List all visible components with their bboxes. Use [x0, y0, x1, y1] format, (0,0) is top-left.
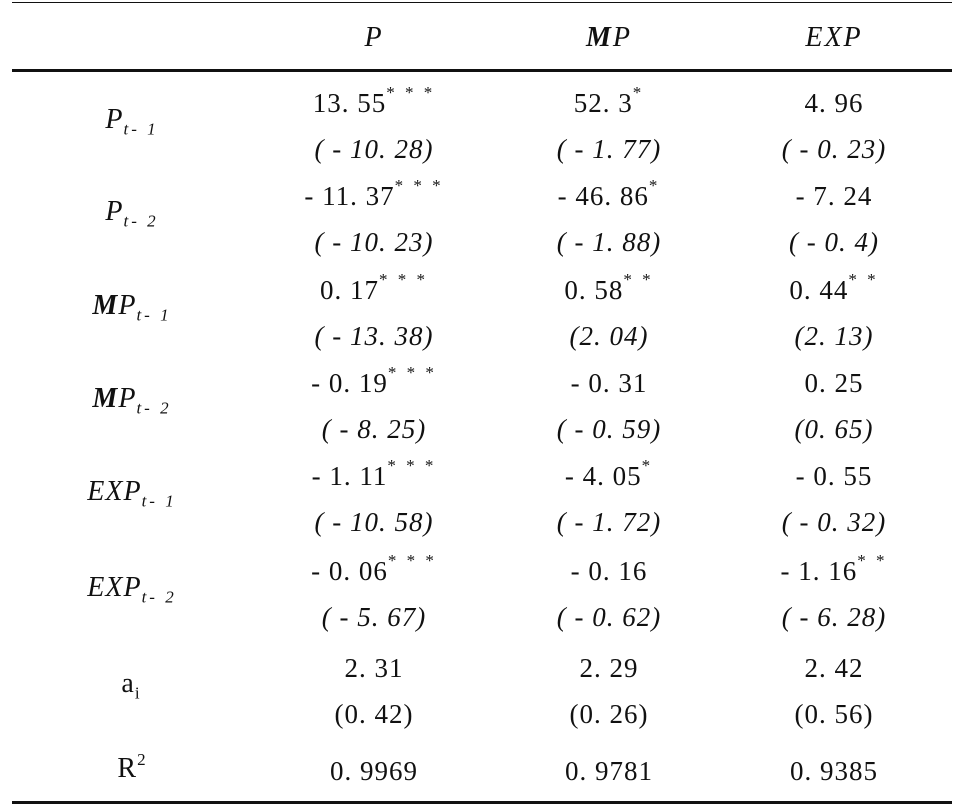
table-cell: 2. 29 (0. 26)	[569, 653, 649, 729]
table-cell: - 7. 24( - 0. 4)	[789, 181, 879, 257]
table-bottom-rule	[12, 801, 952, 804]
table-cell: - 0. 06* * *( - 5. 67)	[311, 551, 437, 632]
table-cell: 2. 31 (0. 42)	[334, 653, 414, 729]
table-header-rule	[12, 69, 952, 72]
row-label-p-t2: Pt- 2	[105, 196, 159, 231]
column-header-p: P	[364, 22, 384, 53]
table-cell: 0. 9385	[790, 756, 878, 786]
table-cell: - 0. 16( - 0. 62)	[556, 556, 662, 632]
row-label-ai: ai	[121, 668, 143, 703]
table-cell: - 1. 11* * *( - 10. 58)	[311, 456, 437, 537]
column-header-mp: MP	[585, 22, 632, 53]
table-cell: - 4. 05*( - 1. 72)	[556, 456, 662, 537]
table-cell: 52. 3*( - 1. 77)	[556, 83, 662, 164]
table-cell: 0. 58* * (2. 04)	[564, 270, 654, 351]
column-header-exp: EXP	[805, 22, 863, 53]
row-label-mp-t2: MPt- 2	[92, 383, 172, 418]
row-label-p-t1: Pt- 1	[105, 104, 159, 139]
row-label-exp-t1: EXPt- 1	[87, 476, 177, 511]
table-cell: - 1. 16* *( - 6. 28)	[780, 551, 888, 632]
table-cell: - 11. 37* * *( - 10. 23)	[304, 176, 444, 257]
table-cell: - 0. 19* * *( - 8. 25)	[311, 363, 437, 444]
table-cell: 0. 17* * *( - 13. 38)	[314, 270, 434, 351]
table-top-rule	[12, 2, 952, 3]
table-cell: 0. 9781	[565, 756, 653, 786]
table-cell: - 0. 31( - 0. 59)	[556, 368, 662, 444]
table-cell: 2. 42 (0. 56)	[794, 653, 874, 729]
table-cell: 4. 96( - 0. 23)	[781, 88, 887, 164]
table-cell: 13. 55* * *( - 10. 28)	[312, 83, 436, 164]
table-cell: 0. 9969	[330, 756, 418, 786]
table-cell: 0. 25 (0. 65)	[794, 368, 874, 444]
row-label-r2: R2	[117, 750, 147, 784]
table-cell: - 0. 55( - 0. 32)	[781, 461, 887, 537]
table-cell: 0. 44* * (2. 13)	[789, 270, 879, 351]
table-cell: - 46. 86*( - 1. 88)	[556, 176, 662, 257]
row-label-mp-t1: MPt- 1	[92, 290, 172, 325]
row-label-exp-t2: EXPt- 2	[87, 572, 177, 607]
